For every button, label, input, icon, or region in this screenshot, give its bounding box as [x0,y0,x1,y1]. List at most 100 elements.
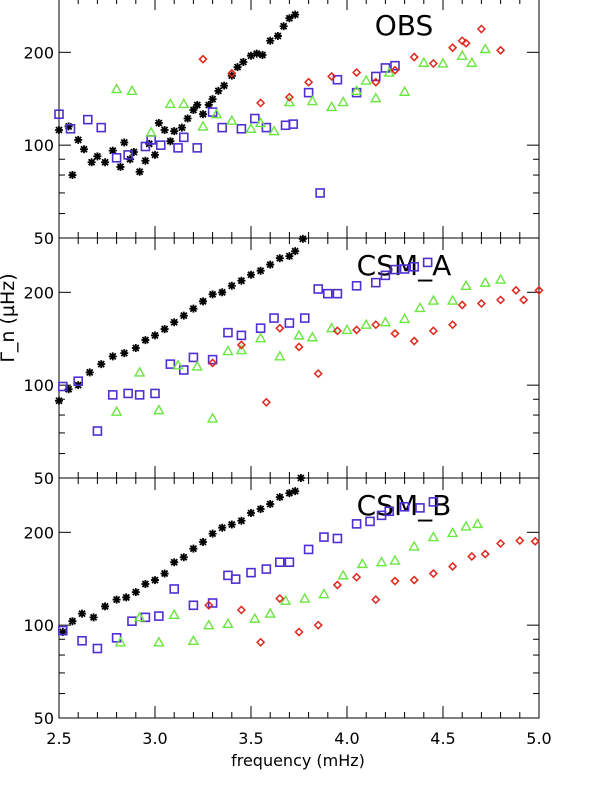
panel-obs: 50 100 200 OBS [23,0,540,248]
point-asterisk [189,304,198,313]
point-asterisk [266,500,275,509]
point-triangle [418,56,430,67]
point-triangle [293,329,305,340]
y-tick-label: 50 [34,469,54,488]
point-triangle [222,345,234,356]
point-asterisk [55,396,63,405]
point-triangle [222,617,234,629]
point-triangle [375,556,388,567]
point-triangle [178,98,190,109]
series-triangle [110,273,507,423]
point-triangle [254,332,267,343]
point-asterisk [256,266,265,275]
point-triangle [274,350,286,361]
y-tick-label: 50 [34,709,54,728]
point-triangle [264,607,276,618]
point-asterisk [79,145,88,154]
point-square [315,188,325,198]
point-square [217,122,227,133]
point-diamond [476,298,486,309]
point-diamond [476,24,486,34]
point-diamond [467,551,477,562]
series-square [58,257,433,436]
point-triangle [460,520,472,531]
point-square [123,388,133,399]
point-triangle [360,74,372,85]
point-diamond [227,68,237,78]
series-triangle [110,43,491,137]
point-asterisk [151,331,159,340]
point-triangle [446,294,459,305]
point-square [351,280,362,291]
point-triangle [370,92,382,103]
point-triangle [427,531,440,542]
point-square [313,284,324,294]
series-asterisk [55,234,307,405]
point-asterisk [101,158,110,167]
point-triangle [460,279,472,290]
point-asterisk [129,148,138,157]
y-tick-label: 100 [23,136,54,155]
panel-title: OBS [375,9,434,42]
point-asterisk [89,613,98,622]
point-square [399,501,410,512]
point-diamond [515,536,525,546]
point-triangle [325,101,338,112]
point-asterisk [170,558,179,567]
point-triangle [427,294,440,305]
point-square [96,122,107,133]
point-square [409,261,420,272]
point-square [134,390,145,400]
point-square [428,497,439,507]
point-square [284,318,295,328]
y-axis-label: Γ_n (µHz) [0,273,19,362]
point-diamond [352,572,362,582]
point-square [365,516,375,527]
point-square [284,557,295,567]
point-triangle [153,636,165,647]
point-triangle [398,85,411,96]
point-asterisk [208,529,217,538]
point-asterisk [296,474,305,482]
point-square [322,288,333,299]
point-diamond [496,45,506,55]
point-square [77,635,87,646]
point-asterisk [108,146,117,155]
point-triangle [268,125,280,136]
point-triangle [318,588,330,599]
point-asterisk [258,51,267,60]
point-square [319,532,329,542]
point-diamond [371,595,381,605]
point-diamond [371,77,381,87]
point-diamond [496,538,506,549]
point-asterisk [214,86,223,95]
point-asterisk [247,509,255,518]
point-asterisk [189,106,198,115]
point-asterisk [204,100,213,109]
point-asterisk [285,14,294,23]
point-asterisk [199,110,207,119]
point-asterisk [275,493,284,502]
point-asterisk [131,588,140,597]
point-asterisk [120,349,129,358]
point-asterisk [151,150,159,159]
x-axis-label: frequency (mHz) [231,751,365,770]
point-asterisk [68,171,77,180]
point-square [332,288,343,299]
point-triangle [168,608,180,620]
point-asterisk [291,487,300,496]
point-diamond [428,58,438,69]
point-triangle [437,57,449,68]
point-asterisk [160,325,169,334]
point-asterisk [227,520,236,529]
point-triangle [283,96,296,107]
point-square [155,140,166,150]
point-asterisk [78,609,87,618]
point-diamond [480,549,490,559]
point-diamond [457,300,467,310]
point-diamond [352,67,362,78]
point-asterisk [151,576,159,585]
point-asterisk [193,100,202,109]
point-asterisk [247,270,255,279]
